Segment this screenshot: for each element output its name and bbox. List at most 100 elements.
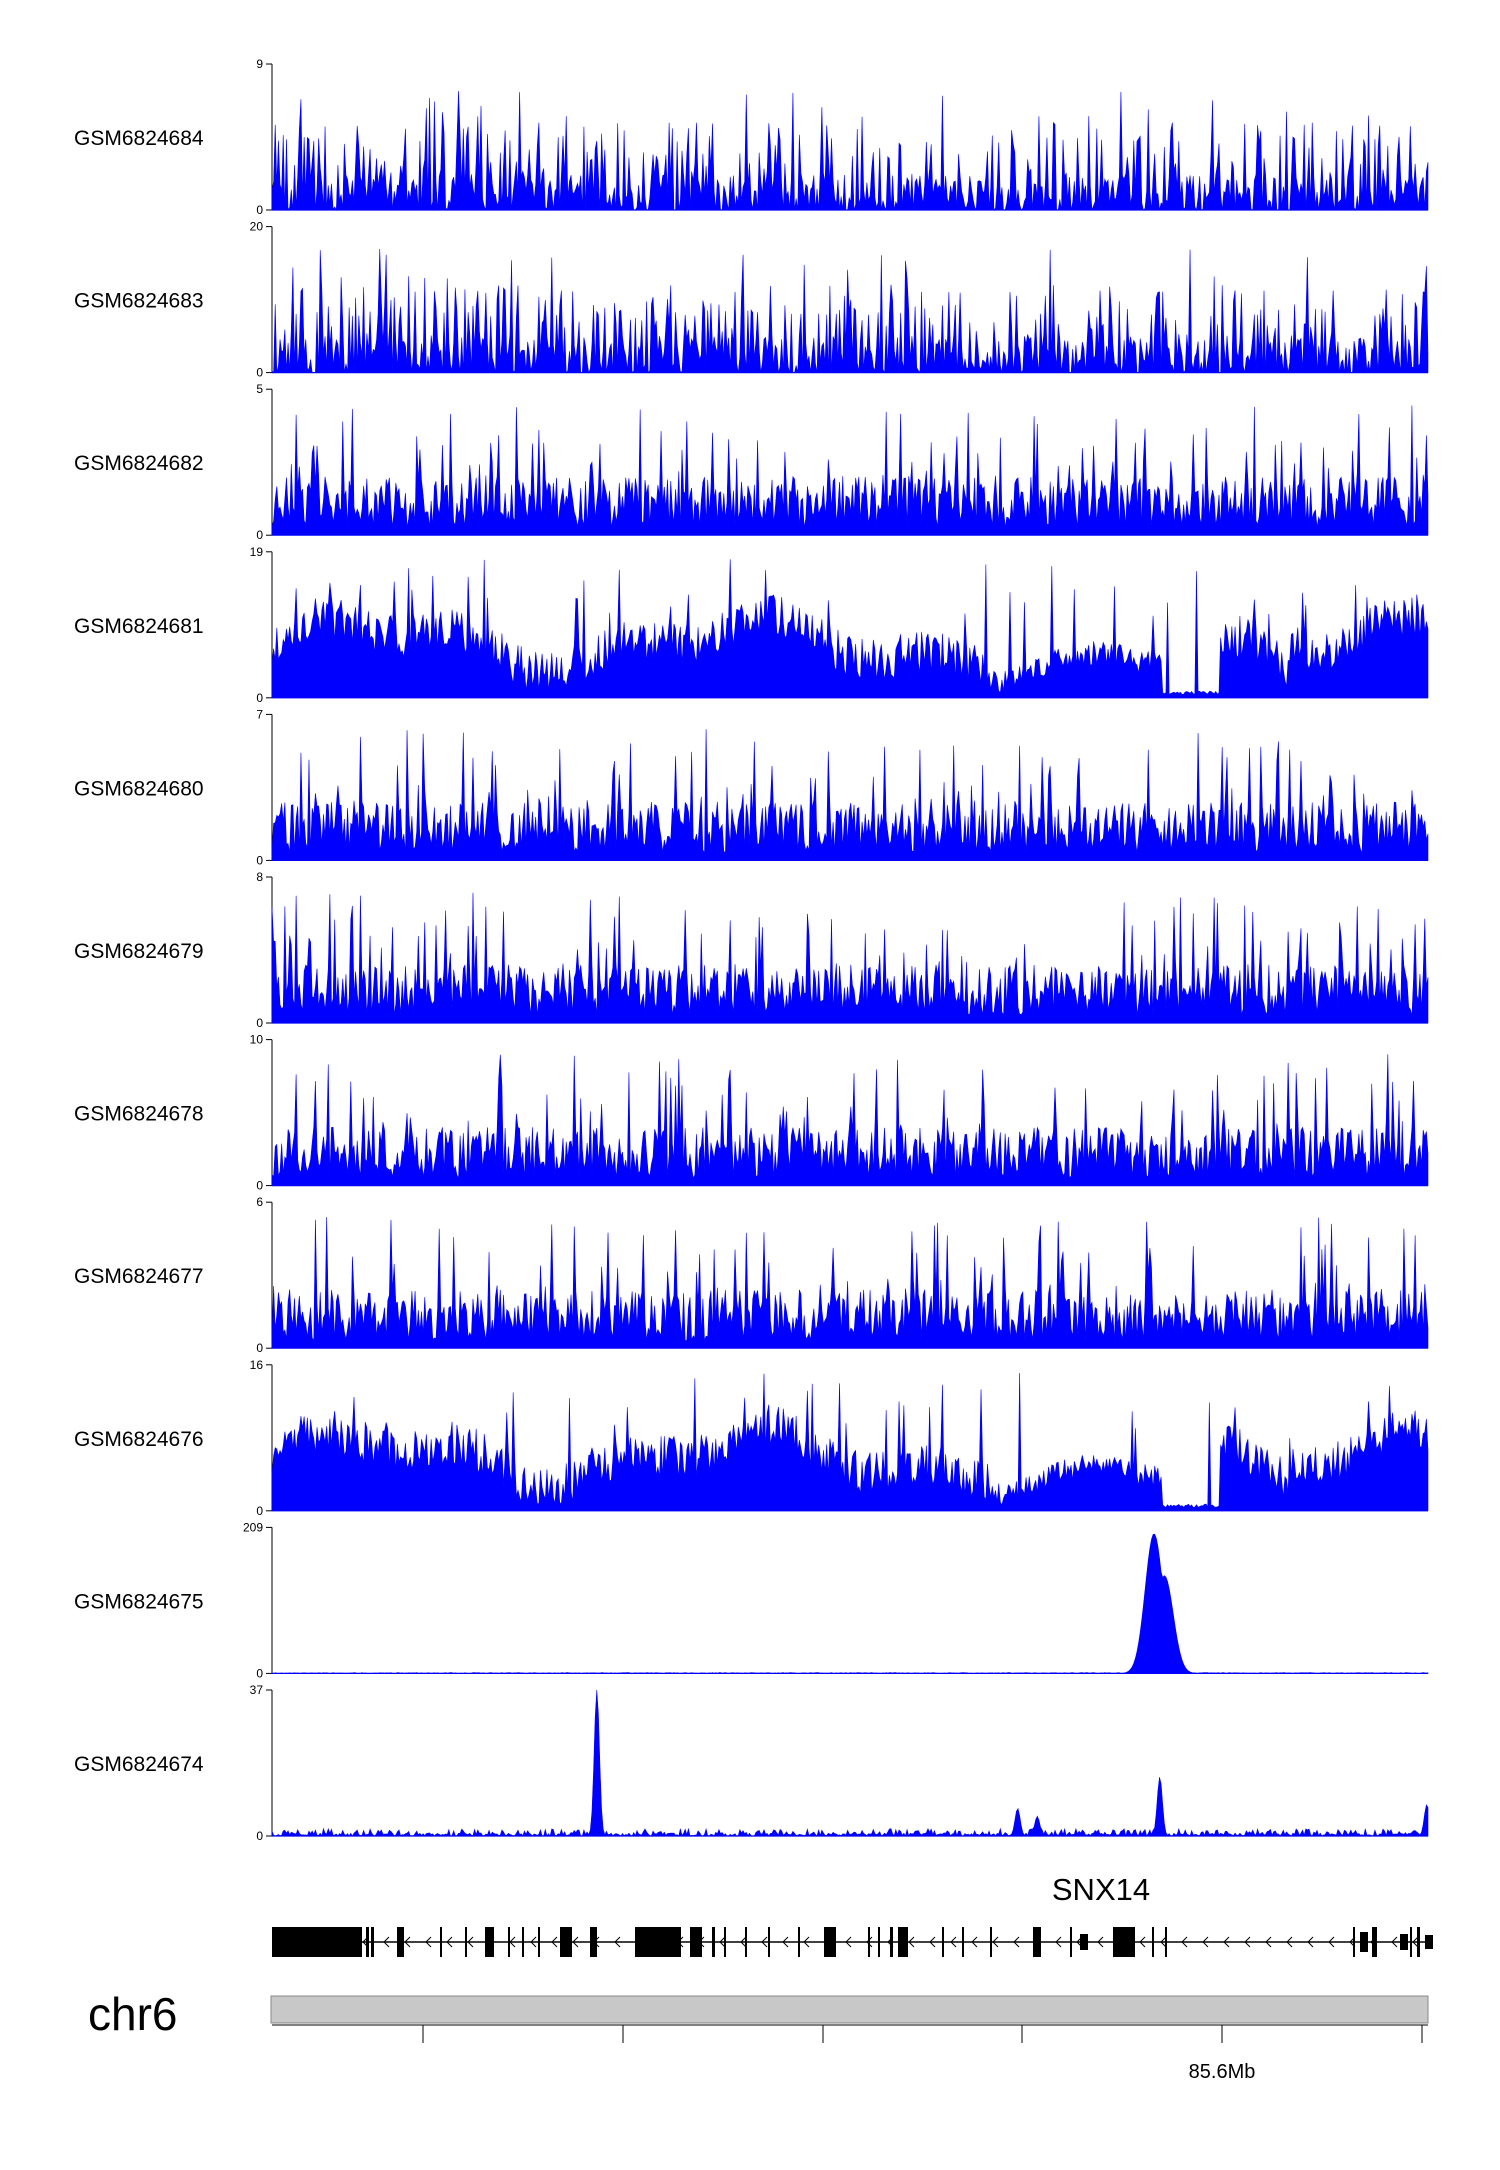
exon (397, 1927, 404, 1957)
strand-arrow (1412, 1936, 1419, 1948)
strand-arrow (530, 1936, 537, 1948)
exon (878, 1927, 880, 1957)
y-max-label: 6 (256, 1195, 263, 1209)
x-tick-label: 85.6Mb (1189, 2061, 1256, 2083)
strand-arrow (803, 1936, 810, 1948)
chromosome-ideogram-bar (270, 1995, 1429, 2024)
exon (690, 1927, 702, 1957)
exon (1353, 1927, 1355, 1957)
track-label: GSM6824683 (74, 290, 204, 313)
strand-arrow (761, 1936, 768, 1948)
strand-arrow (1391, 1936, 1398, 1948)
strand-arrow (992, 1936, 999, 1948)
track-GSM6824680: GSM6824680 7 0 (74, 707, 1429, 867)
strand-arrow (383, 1936, 390, 1948)
utr-exon (1080, 1934, 1088, 1950)
y-max-label: 19 (250, 545, 264, 559)
y-max-label: 209 (243, 1520, 263, 1534)
track-label: GSM6824677 (74, 1265, 204, 1288)
exon (824, 1927, 836, 1957)
y-max-label: 5 (256, 382, 263, 396)
strand-arrow (1097, 1936, 1104, 1948)
strand-arrow (1013, 1936, 1020, 1948)
strand-arrow (782, 1936, 789, 1948)
strand-arrow (866, 1936, 873, 1948)
strand-arrow (446, 1936, 453, 1948)
track-GSM6824678: GSM6824678 10 0 (74, 1033, 1429, 1193)
exon (962, 1927, 964, 1957)
signal-area (271, 1054, 1429, 1186)
utr-exon (1400, 1934, 1408, 1950)
signal-area (271, 1217, 1429, 1349)
strand-arrow (950, 1936, 957, 1948)
y-max-label: 10 (250, 1033, 264, 1047)
track-label: GSM6824684 (74, 127, 204, 150)
signal-area (271, 405, 1429, 536)
exon (1152, 1927, 1154, 1957)
exon (868, 1927, 870, 1957)
exon (590, 1927, 597, 1957)
strand-arrow (845, 1936, 852, 1948)
exon (1417, 1927, 1420, 1957)
chromosome-label: chr6 (88, 1988, 177, 2040)
exon (538, 1927, 540, 1957)
strand-arrow (1328, 1936, 1335, 1948)
exon (1070, 1927, 1072, 1957)
exon (366, 1927, 369, 1957)
y-min-label: 0 (256, 1666, 263, 1680)
track-label: GSM6824675 (74, 1590, 204, 1613)
strand-arrow (1286, 1936, 1293, 1948)
y-min-label: 0 (256, 528, 263, 542)
exon (485, 1927, 494, 1957)
signal-area (271, 1372, 1429, 1512)
signal-area (271, 729, 1429, 861)
y-max-label: 8 (256, 870, 263, 884)
strand-arrow (572, 1936, 579, 1948)
track-label: GSM6824678 (74, 1103, 204, 1126)
track-label: GSM6824679 (74, 940, 204, 963)
track-label: GSM6824680 (74, 777, 204, 800)
strand-arrow (740, 1936, 747, 1948)
signal-area (271, 249, 1429, 374)
strand-arrow (971, 1936, 978, 1948)
y-max-label: 37 (250, 1683, 264, 1697)
signal-area (271, 892, 1429, 1024)
utr-exon (1425, 1935, 1433, 1949)
y-min-label: 0 (256, 1016, 263, 1030)
track-GSM6824674: GSM6824674 37 0 (74, 1683, 1429, 1843)
track-label: GSM6824682 (74, 452, 204, 475)
strand-arrow (1181, 1936, 1188, 1948)
exon (1410, 1927, 1412, 1957)
gene-name-label: SNX14 (1052, 1872, 1150, 1907)
y-min-label: 0 (256, 203, 263, 217)
strand-arrow (1223, 1936, 1230, 1948)
exon (768, 1927, 770, 1957)
y-max-label: 7 (256, 707, 263, 721)
y-min-label: 0 (256, 1829, 263, 1843)
strand-arrow (1202, 1936, 1209, 1948)
strand-arrow (404, 1936, 411, 1948)
exon (798, 1927, 800, 1957)
y-max-label: 16 (250, 1358, 264, 1372)
signal-area (271, 1533, 1429, 1674)
y-min-label: 0 (256, 366, 263, 380)
y-min-label: 0 (256, 853, 263, 867)
y-min-label: 0 (256, 1179, 263, 1193)
track-GSM6824676: GSM6824676 16 0 (74, 1358, 1429, 1518)
track-GSM6824675: GSM6824675 209 0 (74, 1520, 1429, 1680)
utr-exon (1360, 1932, 1368, 1952)
strand-arrow (1307, 1936, 1314, 1948)
strand-arrow (551, 1936, 558, 1948)
strand-arrow (1244, 1936, 1251, 1948)
strand-arrow (908, 1936, 915, 1948)
exon (272, 1927, 362, 1957)
track-GSM6824684: GSM6824684 9 0 (74, 57, 1429, 217)
strand-arrow (1139, 1936, 1146, 1948)
strand-arrow (1160, 1936, 1167, 1948)
strand-arrow (719, 1936, 726, 1948)
track-label: GSM6824674 (74, 1753, 204, 1776)
track-GSM6824682: GSM6824682 5 0 (74, 382, 1429, 542)
strand-arrow (425, 1936, 432, 1948)
exon (745, 1927, 747, 1957)
